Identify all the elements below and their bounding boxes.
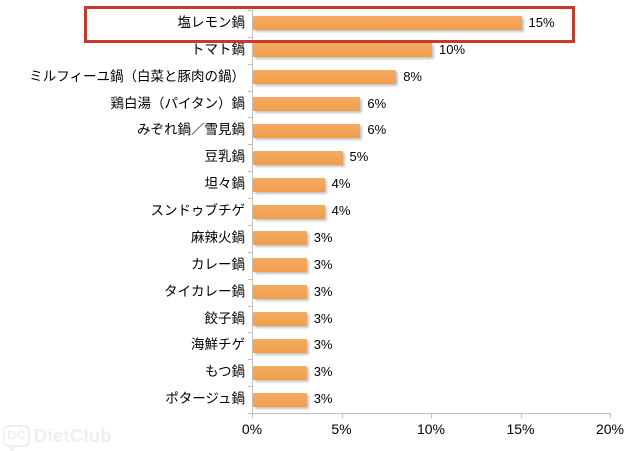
- bar: [253, 338, 307, 353]
- y-axis-tick: [248, 90, 253, 92]
- category-label: 海鮮チゲ: [191, 337, 245, 353]
- value-label: 3%: [313, 256, 333, 272]
- y-axis-tick: [248, 278, 253, 280]
- value-label: 10%: [439, 41, 466, 57]
- category-label: ミルフィーユ鍋（白菜と豚肉の鍋）: [29, 68, 245, 84]
- category-label: タイカレー鍋: [164, 283, 245, 299]
- category-label: 鶏白湯（パイタン）鍋: [110, 95, 245, 111]
- bar: [253, 311, 307, 326]
- value-label: 3%: [313, 364, 333, 380]
- value-label: 3%: [313, 229, 333, 245]
- value-label: 6%: [367, 95, 387, 111]
- bar: [253, 231, 307, 246]
- y-axis-tick: [248, 63, 253, 65]
- bar: [253, 97, 361, 112]
- category-label: 豆乳鍋: [204, 149, 246, 165]
- y-axis-tick: [248, 386, 253, 388]
- watermark-text: DietClub: [34, 425, 112, 446]
- value-label: 3%: [313, 391, 333, 407]
- y-axis-tick: [248, 144, 253, 146]
- bar: [253, 16, 522, 31]
- bar: [253, 204, 325, 219]
- y-axis-tick: [248, 171, 253, 173]
- bar: [253, 392, 307, 407]
- category-label: もつ鍋: [205, 364, 245, 380]
- value-label: 4%: [331, 176, 351, 192]
- bar: [253, 258, 307, 273]
- category-label: 餃子鍋: [204, 310, 246, 326]
- bar: [253, 123, 361, 138]
- category-label: カレー鍋: [191, 256, 245, 272]
- dietclub-logo-icon: DC: [3, 425, 30, 451]
- x-axis-tick: [431, 413, 432, 418]
- x-axis-tick: [520, 413, 522, 418]
- category-label: トマト鍋: [191, 41, 245, 57]
- bar: [253, 285, 307, 300]
- y-axis-tick: [248, 10, 253, 11]
- value-label: 3%: [313, 283, 333, 299]
- bar: [253, 70, 397, 85]
- y-axis-tick: [248, 251, 253, 253]
- bar: [253, 177, 325, 192]
- value-label: 6%: [367, 122, 387, 138]
- category-label: 塩レモン鍋: [177, 15, 246, 30]
- category-label: 麻辣火鍋: [191, 229, 245, 245]
- y-axis-line: [252, 10, 253, 414]
- y-axis-tick: [248, 198, 253, 200]
- bar: [253, 365, 307, 380]
- x-axis-tick-label: 10%: [416, 421, 446, 437]
- x-axis-tick-label: 15%: [506, 421, 535, 437]
- y-axis-tick: [248, 332, 253, 334]
- x-axis-tick-label: 0%: [241, 421, 263, 437]
- y-axis-tick: [248, 36, 253, 38]
- x-axis-tick-label: 20%: [595, 421, 625, 437]
- y-axis-tick: [248, 359, 253, 361]
- x-axis-tick: [341, 413, 343, 418]
- y-axis-tick: [248, 413, 253, 414]
- bar: [253, 150, 343, 165]
- value-label: 15%: [528, 15, 555, 30]
- value-label: 5%: [349, 149, 369, 165]
- category-label: ポタージュ鍋: [165, 391, 245, 407]
- value-label: 3%: [313, 310, 333, 326]
- x-axis-tick-label: 5%: [331, 421, 352, 437]
- y-axis-tick: [248, 224, 253, 226]
- category-label: スンドゥブチゲ: [150, 203, 246, 219]
- x-axis-tick: [610, 413, 611, 418]
- value-label: 3%: [313, 337, 333, 353]
- value-label: 8%: [403, 68, 422, 84]
- x-axis-tick: [252, 413, 253, 418]
- watermark: DC DietClub: [3, 425, 112, 451]
- category-label: 坦々鍋: [204, 176, 246, 192]
- y-axis-tick: [248, 305, 253, 307]
- category-label: みぞれ鍋／雪見鍋: [137, 122, 245, 138]
- y-axis-tick: [248, 117, 253, 119]
- bar: [253, 43, 432, 58]
- value-label: 4%: [331, 203, 351, 219]
